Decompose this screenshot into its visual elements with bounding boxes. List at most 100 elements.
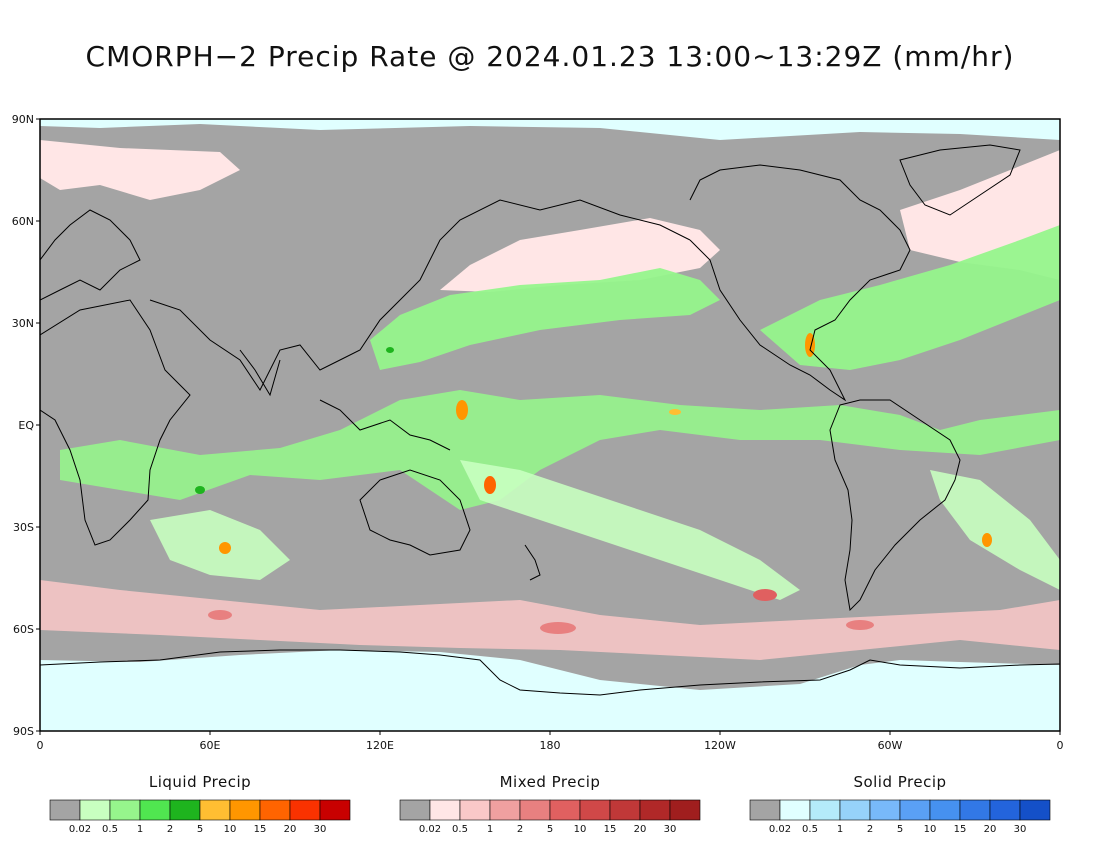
legend-color-box <box>319 799 351 821</box>
legend-color-box <box>429 799 461 821</box>
legend-color-box <box>79 799 111 821</box>
legend-solid-precip: Solid Precip 0.02 0.5 1 2 5 10 15 20 30 <box>749 773 1051 835</box>
new-zealand-coastline <box>524 544 541 581</box>
legend-tick-label: 2 <box>517 824 523 835</box>
legend-title: Solid Precip <box>853 773 946 791</box>
x-tick-label: 180 <box>540 739 561 752</box>
legend-tick-label: 1 <box>137 824 143 835</box>
atlantic-storm-track-liquid-precip <box>760 225 1060 370</box>
legend-color-box <box>109 799 141 821</box>
legend-tick-label: 0.5 <box>452 824 468 835</box>
legend-tick-label: 10 <box>574 824 587 835</box>
legend-color-box <box>639 799 671 821</box>
legend-color-box <box>1019 799 1051 821</box>
legend-tick-label: 5 <box>547 824 553 835</box>
legend-color-box <box>289 799 321 821</box>
legend-color-box <box>579 799 611 821</box>
legend-tick-label: 30 <box>1014 824 1027 835</box>
legend-tick-label: 20 <box>984 824 997 835</box>
pacific-storm-track-liquid-precip <box>370 268 720 370</box>
legend-tick-label: 5 <box>897 824 903 835</box>
legend-tick-label: 0.02 <box>69 824 91 835</box>
legend-tick-label: 20 <box>284 824 297 835</box>
legend-title: Mixed Precip <box>500 773 601 791</box>
legend-color-box <box>989 799 1021 821</box>
legend-tick-label: 2 <box>867 824 873 835</box>
legend-title: Liquid Precip <box>149 773 251 791</box>
legend-tick-label: 5 <box>197 824 203 835</box>
y-tick-label: 90S <box>13 725 34 738</box>
heavy-precip-cells <box>195 333 992 634</box>
legend-tick-label: 2 <box>167 824 173 835</box>
india-coastline <box>239 349 281 397</box>
legend-color-box <box>549 799 581 821</box>
south-atlantic-liquid-precip <box>930 470 1060 590</box>
europe-coastline <box>40 209 141 301</box>
legend-color-box <box>49 799 81 821</box>
legend-color-box <box>489 799 521 821</box>
south-america-coastline <box>829 399 961 612</box>
y-tick-label: 90N <box>12 113 34 126</box>
map-area <box>40 119 1060 731</box>
y-tick-label: EQ <box>18 419 34 432</box>
legend-color-box <box>519 799 551 821</box>
legend-color-box <box>869 799 901 821</box>
asia-coastline <box>149 199 691 391</box>
legend-tick-label: 15 <box>954 824 967 835</box>
legend-color-box <box>399 799 431 821</box>
legend-color-box <box>929 799 961 821</box>
legend-color-box <box>199 799 231 821</box>
antarctica-coastline <box>40 649 1060 696</box>
legend-tick-label: 10 <box>924 824 937 835</box>
x-tick-label: 0 <box>37 739 44 752</box>
southern-ocean-mixed-precip <box>40 580 1060 660</box>
x-tick-label: 120E <box>366 739 394 752</box>
legend-color-box <box>259 799 291 821</box>
legend-color-box <box>899 799 931 821</box>
greenland-coastline <box>899 144 1021 216</box>
legend-mixed-precip: Mixed Precip 0.02 0.5 1 2 5 10 15 20 30 <box>399 773 701 835</box>
north-atlantic-mixed-precip <box>40 140 240 200</box>
arctic-solid-precip-region <box>40 119 1060 140</box>
north-america-coastline <box>689 164 911 402</box>
legend-tick-label: 15 <box>254 824 267 835</box>
y-tick-label: 30S <box>13 521 34 534</box>
legend-tick-label: 1 <box>837 824 843 835</box>
legend-color-box <box>139 799 171 821</box>
australia-coastline <box>359 469 471 556</box>
tropical-liquid-precip-band <box>60 390 1060 510</box>
y-tick-label: 60S <box>13 623 34 636</box>
legend-tick-label: 30 <box>664 824 677 835</box>
legend-color-box <box>959 799 991 821</box>
legend-tick-label: 1 <box>487 824 493 835</box>
africa-coastline <box>40 299 191 546</box>
legend-color-box <box>839 799 871 821</box>
y-tick-label: 30N <box>12 317 34 330</box>
page-title: CMORPH−2 Precip Rate @ 2024.01.23 13:00∼… <box>85 40 1015 73</box>
legend-tick-label: 30 <box>314 824 327 835</box>
x-tick-label: 60E <box>200 739 221 752</box>
maritime-continent-coastline <box>319 399 451 451</box>
legend-tick-label: 0.02 <box>769 824 791 835</box>
legend-color-box <box>809 799 841 821</box>
legend-tick-label: 0.5 <box>102 824 118 835</box>
legend-color-box <box>229 799 261 821</box>
legend-color-box <box>609 799 641 821</box>
legend-color-box <box>169 799 201 821</box>
x-tick-label: 0 <box>1057 739 1064 752</box>
legend-color-box <box>459 799 491 821</box>
legend-tick-label: 20 <box>634 824 647 835</box>
antarctic-solid-precip-region <box>40 650 1060 731</box>
legend-color-box <box>669 799 701 821</box>
legend-tick-label: 0.5 <box>802 824 818 835</box>
coastlines <box>40 144 1060 696</box>
legend-tick-label: 10 <box>224 824 237 835</box>
x-tick-label: 60W <box>878 739 903 752</box>
legend-tick-label: 15 <box>604 824 617 835</box>
legend-color-box <box>749 799 781 821</box>
south-pacific-convergence-liquid-precip <box>460 460 800 600</box>
legend-color-box <box>779 799 811 821</box>
